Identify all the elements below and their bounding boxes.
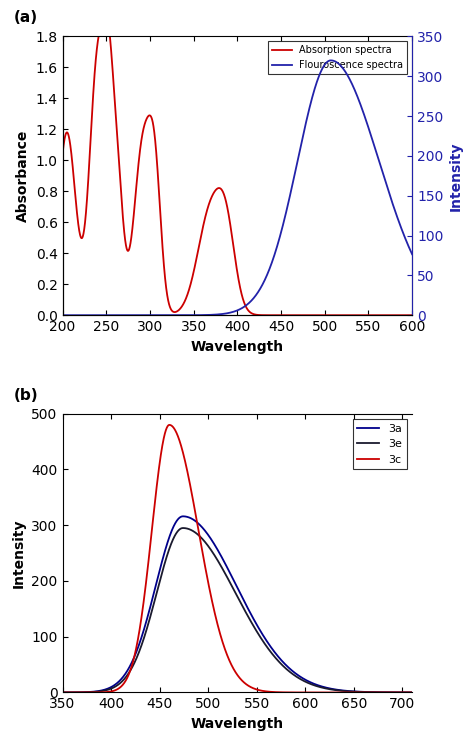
- Y-axis label: Intensity: Intensity: [12, 519, 26, 588]
- Y-axis label: Absorbance: Absorbance: [16, 130, 30, 222]
- 3a: [365, 688, 371, 697]
- 3c: [402, 688, 408, 697]
- 3e: [402, 688, 408, 697]
- 3e: [180, 524, 186, 533]
- Y-axis label: Intensity: Intensity: [449, 141, 463, 211]
- 3a: [100, 686, 105, 695]
- 3e: [100, 686, 105, 695]
- X-axis label: Wavelength: Wavelength: [191, 717, 284, 731]
- 3a: [209, 536, 215, 545]
- 3a: [194, 518, 200, 527]
- 3a: [402, 688, 408, 697]
- Line: 3a: 3a: [63, 516, 412, 692]
- X-axis label: Wavelength: Wavelength: [191, 340, 284, 354]
- 3a: [60, 688, 65, 697]
- 3a: [180, 512, 186, 521]
- 3c: [100, 688, 105, 697]
- 3c: [409, 688, 415, 697]
- 3c: [166, 421, 172, 430]
- 3c: [209, 596, 215, 605]
- Legend: 3a, 3e, 3c: 3a, 3e, 3c: [353, 419, 407, 469]
- Legend: Absorption spectra, Flouroscence spectra: Absorption spectra, Flouroscence spectra: [268, 42, 407, 74]
- 3c: [120, 680, 126, 689]
- 3e: [409, 688, 415, 697]
- 3c: [194, 516, 200, 525]
- 3e: [60, 688, 65, 697]
- 3e: [209, 547, 215, 556]
- Text: (a): (a): [14, 10, 38, 25]
- 3e: [120, 676, 126, 685]
- 3a: [120, 672, 126, 681]
- Line: 3c: 3c: [63, 425, 412, 692]
- 3e: [194, 529, 200, 538]
- 3a: [409, 688, 415, 697]
- Text: (b): (b): [14, 387, 38, 403]
- 3c: [365, 688, 371, 697]
- 3c: [60, 688, 65, 697]
- 3e: [365, 688, 371, 697]
- Line: 3e: 3e: [63, 528, 412, 692]
